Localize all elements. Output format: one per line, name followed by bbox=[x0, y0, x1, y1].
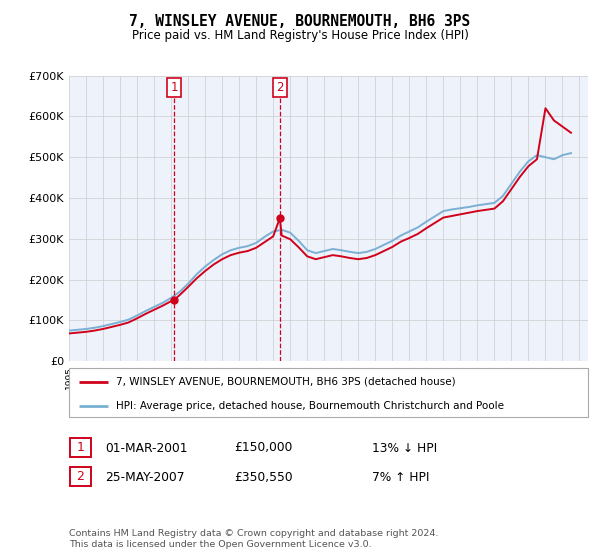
Text: 7% ↑ HPI: 7% ↑ HPI bbox=[372, 470, 430, 484]
Text: HPI: Average price, detached house, Bournemouth Christchurch and Poole: HPI: Average price, detached house, Bour… bbox=[116, 402, 504, 412]
Text: 2: 2 bbox=[76, 470, 85, 483]
Text: 7, WINSLEY AVENUE, BOURNEMOUTH, BH6 3PS: 7, WINSLEY AVENUE, BOURNEMOUTH, BH6 3PS bbox=[130, 14, 470, 29]
FancyBboxPatch shape bbox=[70, 467, 91, 486]
Text: £150,000: £150,000 bbox=[234, 441, 292, 455]
Text: 1: 1 bbox=[76, 441, 85, 454]
Text: 1: 1 bbox=[170, 81, 178, 94]
FancyBboxPatch shape bbox=[69, 368, 588, 417]
Text: 25-MAY-2007: 25-MAY-2007 bbox=[105, 470, 185, 484]
Text: 01-MAR-2001: 01-MAR-2001 bbox=[105, 441, 187, 455]
Text: £350,550: £350,550 bbox=[234, 470, 293, 484]
Text: 2: 2 bbox=[276, 81, 284, 94]
Text: Contains HM Land Registry data © Crown copyright and database right 2024.
This d: Contains HM Land Registry data © Crown c… bbox=[69, 529, 439, 549]
Text: Price paid vs. HM Land Registry's House Price Index (HPI): Price paid vs. HM Land Registry's House … bbox=[131, 29, 469, 42]
Text: 13% ↓ HPI: 13% ↓ HPI bbox=[372, 441, 437, 455]
Text: 7, WINSLEY AVENUE, BOURNEMOUTH, BH6 3PS (detached house): 7, WINSLEY AVENUE, BOURNEMOUTH, BH6 3PS … bbox=[116, 377, 455, 387]
FancyBboxPatch shape bbox=[70, 438, 91, 457]
